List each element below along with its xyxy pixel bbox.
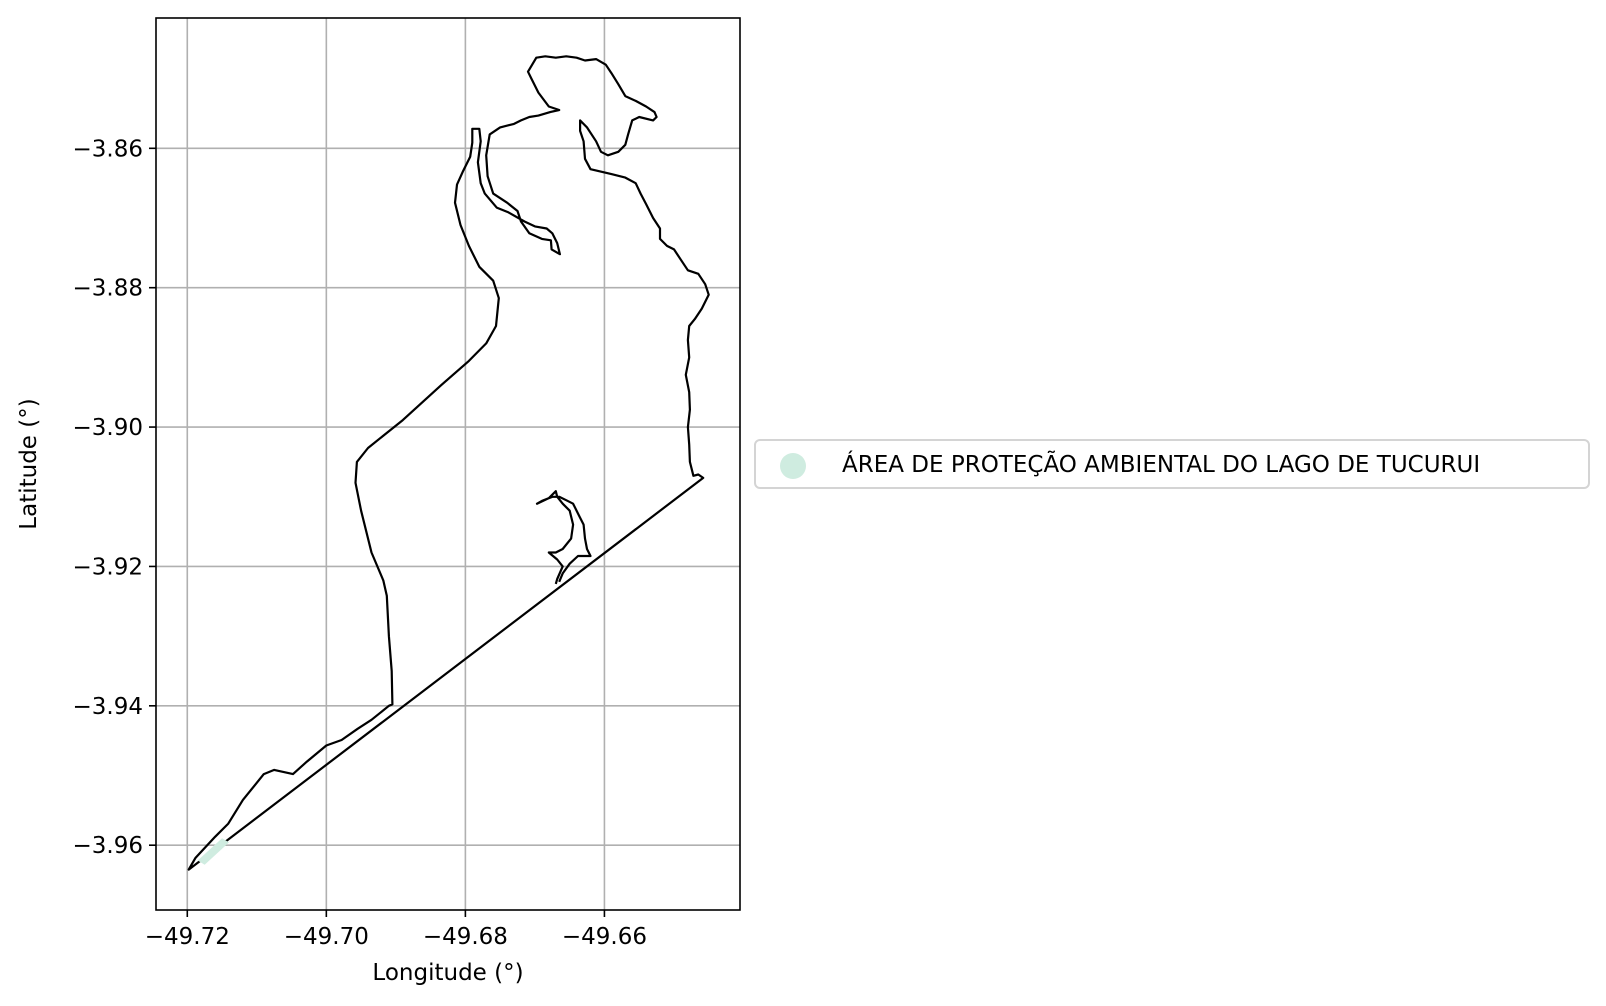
x-tick-label: −49.68 <box>423 924 508 950</box>
legend: ÁREA DE PROTEÇÃO AMBIENTAL DO LAGO DE TU… <box>754 439 1590 489</box>
x-tick-label: −49.66 <box>562 924 647 950</box>
y-axis-label: Latitude (°) <box>16 398 42 529</box>
protected-area-boundary <box>187 55 710 871</box>
x-tick-label: −49.70 <box>284 924 369 950</box>
y-tick-label: −3.92 <box>73 554 143 580</box>
legend-entry-label: ÁREA DE PROTEÇÃO AMBIENTAL DO LAGO DE TU… <box>842 452 1481 478</box>
inlet-outline <box>535 490 592 585</box>
axis-ticks: −49.72 −49.70 −49.68 −49.66 −3.86 −3.88 −3.90 −… <box>73 136 647 950</box>
protected-area-fill <box>197 838 229 865</box>
map-shapes <box>187 55 710 871</box>
y-tick-label: −3.94 <box>73 694 143 720</box>
y-tick-label: −3.86 <box>73 136 143 162</box>
y-tick-label: −3.90 <box>73 415 143 441</box>
plot-frame <box>155 17 741 911</box>
legend-swatch <box>780 453 806 479</box>
x-tick-label: −49.72 <box>145 924 230 950</box>
y-tick-label: −3.88 <box>73 276 143 302</box>
x-axis-label: Longitude (°) <box>372 960 523 986</box>
y-tick-label: −3.96 <box>73 833 143 859</box>
